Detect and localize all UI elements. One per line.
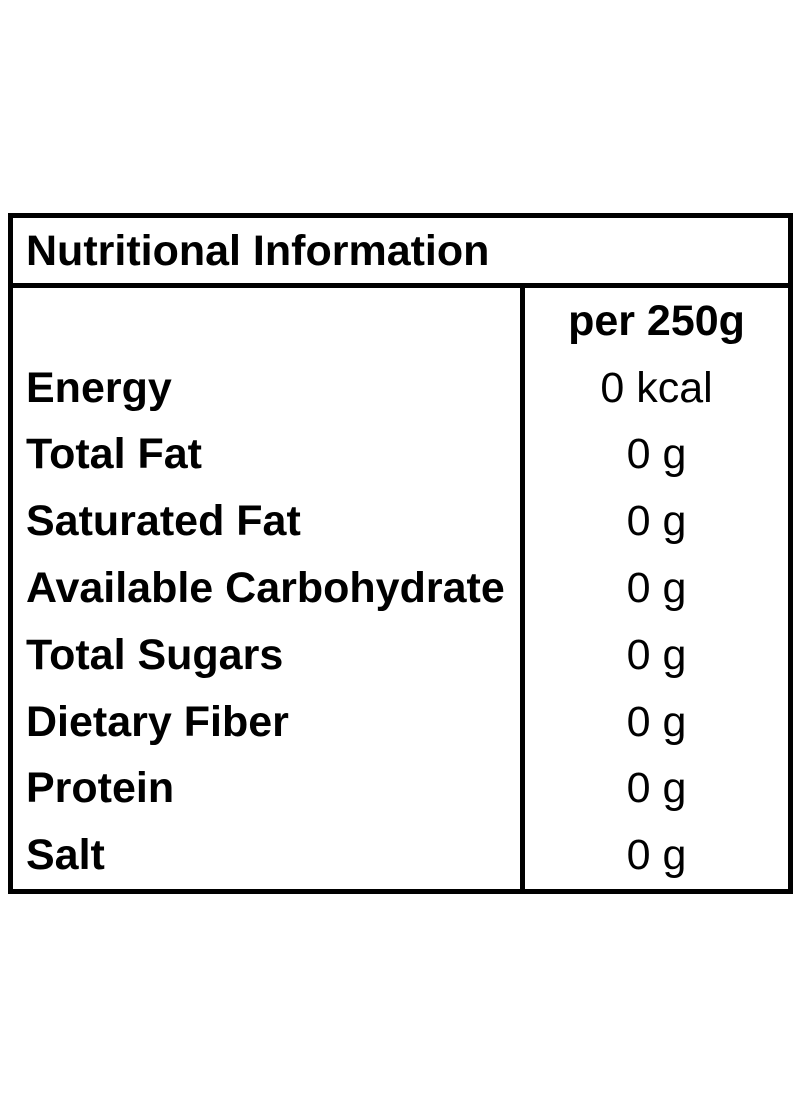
nutrition-facts-table: Nutritional Information per 250g Energy … (8, 213, 793, 894)
row-label: Energy (26, 363, 172, 412)
row-label: Available Carbohydrate (26, 564, 505, 613)
table-row-salt: Salt 0 g (13, 822, 788, 890)
row-value: 0 g (520, 621, 788, 689)
table-row-protein: Protein 0 g (13, 755, 788, 823)
table-body: per 250g Energy 0 kcal Total Fat 0 g Sat… (13, 288, 788, 890)
table-row-dietary-fiber: Dietary Fiber 0 g (13, 688, 788, 756)
header-label-cell-empty (13, 288, 520, 355)
row-label: Total Fat (26, 430, 202, 479)
column-header-per-250g: per 250g (520, 288, 788, 355)
table-row-available-carbohydrate: Available Carbohydrate 0 g (13, 555, 788, 622)
row-value: 0 g (520, 688, 788, 756)
row-label: Salt (26, 831, 105, 880)
row-value: 0 g (520, 822, 788, 890)
table-title: Nutritional Information (26, 227, 490, 275)
table-row-energy: Energy 0 kcal (13, 354, 788, 422)
table-row-total-fat: Total Fat 0 g (13, 421, 788, 489)
table-row-saturated-fat: Saturated Fat 0 g (13, 488, 788, 556)
row-label: Total Sugars (26, 630, 284, 679)
row-label: Protein (26, 764, 175, 813)
row-label: Dietary Fiber (26, 697, 289, 746)
row-value: 0 g (520, 488, 788, 556)
row-label: Saturated Fat (26, 497, 301, 546)
row-value: 0 g (520, 555, 788, 622)
table-header-row: per 250g (13, 288, 788, 355)
row-value: 0 kcal (520, 354, 788, 422)
table-row-total-sugars: Total Sugars 0 g (13, 621, 788, 689)
table-title-row: Nutritional Information (13, 218, 788, 288)
row-value: 0 g (520, 421, 788, 489)
row-value: 0 g (520, 755, 788, 823)
